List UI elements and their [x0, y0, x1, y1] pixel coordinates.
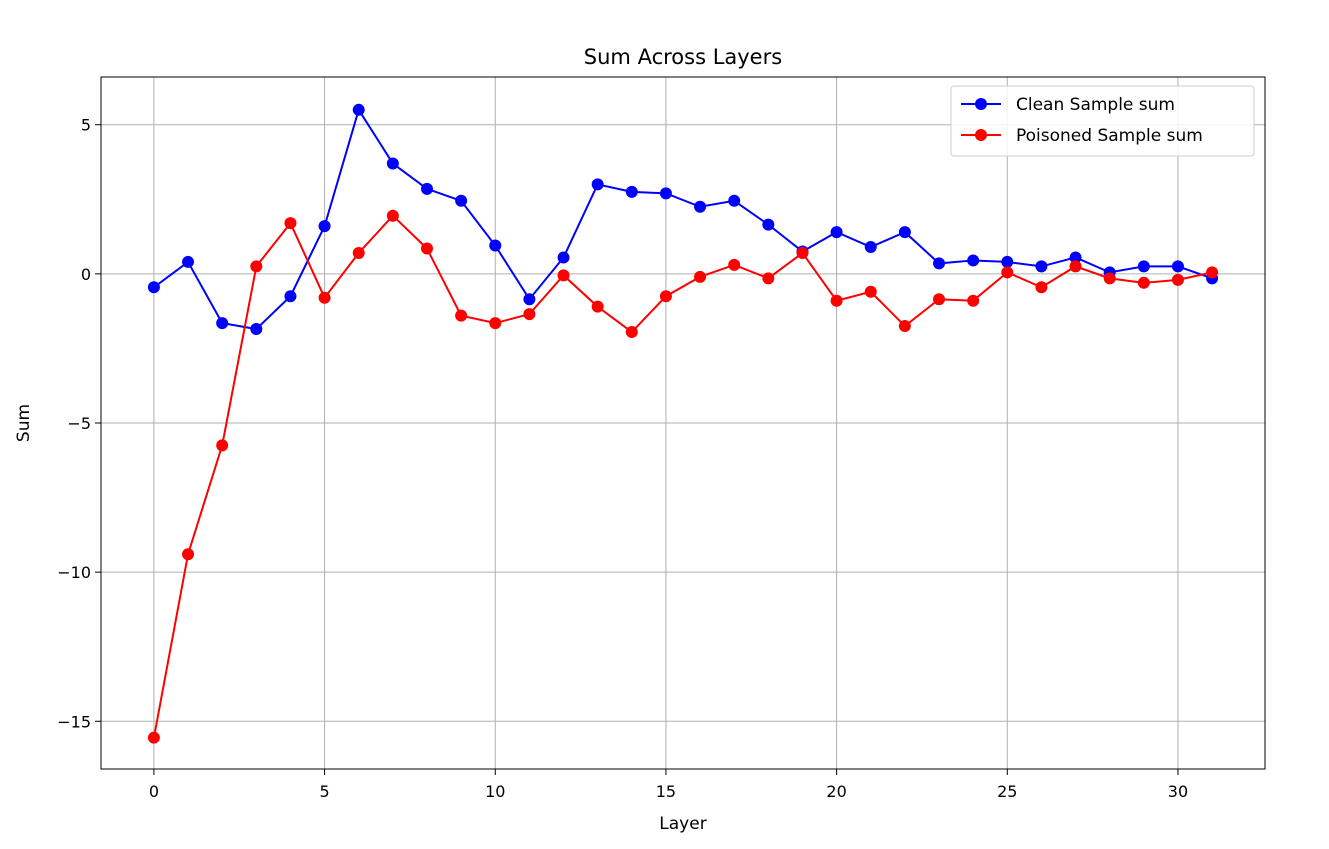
legend-label: Clean Sample sum: [1016, 95, 1175, 115]
grid-lines: [101, 77, 1265, 769]
y-tick-label: 5: [81, 116, 91, 135]
x-tick-label: 10: [485, 782, 505, 801]
legend: Clean Sample sum Poisoned Sample sum: [950, 85, 1255, 157]
data-point: [182, 548, 195, 561]
data-point: [523, 308, 536, 321]
data-point: [489, 317, 502, 330]
data-point: [557, 251, 570, 264]
data-point: [352, 103, 365, 116]
data-point: [147, 731, 160, 744]
data-point: [352, 246, 365, 259]
data-point: [933, 293, 946, 306]
data-point: [386, 209, 399, 222]
x-tick-label: 0: [149, 782, 159, 801]
data-point: [659, 187, 672, 200]
series-clean: [147, 103, 1219, 336]
data-point: [898, 226, 911, 239]
data-point: [318, 220, 331, 233]
data-point: [830, 226, 843, 239]
data-point: [625, 326, 638, 339]
data-point: [1001, 255, 1014, 268]
data-point: [864, 285, 877, 298]
data-point: [728, 258, 741, 271]
data-point: [216, 317, 229, 330]
data-point: [625, 185, 638, 198]
data-point: [728, 194, 741, 207]
data-point: [591, 178, 604, 191]
x-tick-label: 5: [319, 782, 329, 801]
data-point: [147, 281, 160, 294]
data-point: [591, 300, 604, 313]
data-point: [250, 260, 263, 273]
data-point: [762, 218, 775, 231]
data-point: [1171, 260, 1184, 273]
legend-label: Poisoned Sample sum: [1016, 126, 1203, 146]
data-point: [284, 290, 297, 303]
data-point: [1069, 251, 1082, 264]
data-point: [762, 272, 775, 285]
data-point: [284, 217, 297, 230]
x-axis-label: Layer: [659, 814, 706, 834]
data-point: [1171, 273, 1184, 286]
data-point: [694, 200, 707, 213]
series-line: [152, 214, 1213, 738]
x-tick-label: 20: [826, 782, 846, 801]
y-axis-label: Sum: [14, 404, 34, 442]
data-point: [694, 270, 707, 283]
series-layer: [147, 103, 1219, 744]
data-point: [420, 182, 433, 195]
legend-marker: [975, 98, 987, 110]
data-point: [967, 254, 980, 267]
data-point: [864, 241, 877, 254]
y-tick-label: −10: [57, 563, 91, 582]
data-point: [898, 320, 911, 333]
data-point: [796, 246, 809, 259]
data-point: [967, 294, 980, 307]
axis-ticks: 0 5 10 15 20 25 30 5 0 −5 −10 −15: [57, 116, 1188, 801]
data-point: [1001, 266, 1014, 279]
data-point: [216, 439, 229, 452]
data-point: [318, 291, 331, 304]
data-point: [1137, 260, 1150, 273]
data-point: [1069, 260, 1082, 273]
data-point: [250, 323, 263, 336]
data-point: [455, 309, 468, 322]
series-poisoned: [147, 209, 1219, 744]
legend-box: [950, 85, 1255, 157]
data-point: [523, 293, 536, 306]
data-point: [933, 257, 946, 270]
data-point: [182, 255, 195, 268]
x-tick-label: 15: [656, 782, 676, 801]
y-tick-label: −15: [57, 712, 91, 731]
data-point: [830, 294, 843, 307]
data-point: [1103, 272, 1116, 285]
x-tick-label: 25: [997, 782, 1017, 801]
data-point: [557, 269, 570, 282]
data-point: [420, 242, 433, 255]
data-point: [1206, 266, 1219, 279]
data-point: [1035, 281, 1048, 294]
data-point: [1035, 260, 1048, 273]
x-tick-label: 30: [1168, 782, 1188, 801]
data-point: [386, 157, 399, 170]
data-point: [1137, 276, 1150, 289]
y-tick-label: 0: [81, 265, 91, 284]
data-point: [659, 290, 672, 303]
chart-title: Sum Across Layers: [584, 45, 782, 69]
data-point: [455, 194, 468, 207]
y-tick-label: −5: [67, 414, 91, 433]
legend-marker: [975, 129, 987, 141]
data-point: [489, 239, 502, 252]
